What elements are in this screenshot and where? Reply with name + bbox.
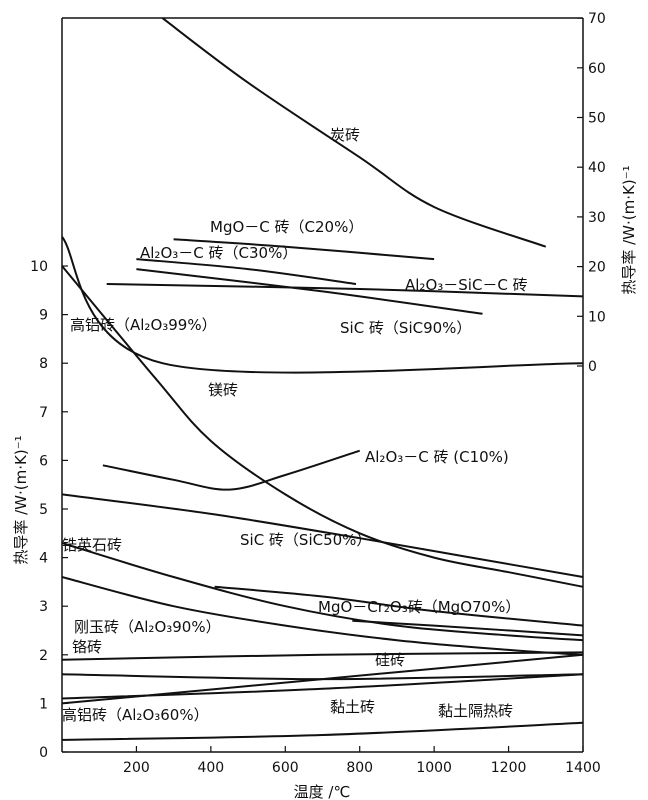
series-line xyxy=(61,673,584,700)
series-line xyxy=(173,238,435,261)
curve-label: 高铝砖（Al₂O₃99%） xyxy=(70,316,217,334)
right-y-tick-label: 10 xyxy=(588,309,606,325)
left-y-tick-label: 4 xyxy=(39,551,48,567)
left-y-tick-label: 6 xyxy=(39,453,48,469)
left-y-tick-label: 5 xyxy=(39,502,48,518)
x-tick-label: 200 xyxy=(123,760,150,776)
left-y-tick-label: 3 xyxy=(39,599,48,615)
x-axis-ticks: 200 400 600 800 1000 1200 1400 xyxy=(123,746,601,776)
curve-label: 硅砖 xyxy=(375,651,405,669)
right-y-axis-ticks: 0 10 20 30 40 50 60 70 xyxy=(577,11,606,375)
curve-label: 镁砖 xyxy=(208,381,238,399)
right-y-tick-label: 40 xyxy=(588,160,606,176)
left-y-tick-label: 1 xyxy=(39,696,48,712)
curve-label: SiC 砖（SiC90%） xyxy=(340,319,471,337)
left-y-tick-label: 0 xyxy=(39,745,48,761)
x-tick-label: 400 xyxy=(197,760,224,776)
series-line xyxy=(61,673,584,681)
x-tick-label: 1000 xyxy=(416,760,452,776)
right-y-tick-label: 30 xyxy=(588,210,606,226)
curve-labels: 炭砖 MgO－C 砖（C20%） Al₂O₃－C 砖（C30%） Al₂O₃－SiC－… xyxy=(62,126,528,724)
plot-frame xyxy=(61,17,584,753)
x-tick-label: 800 xyxy=(346,760,373,776)
curve-label: Al₂O₃－C 砖 (C10%) xyxy=(365,448,509,466)
x-tick-label: 1200 xyxy=(491,760,527,776)
series-line xyxy=(136,258,357,285)
curve-label: 炭砖 xyxy=(330,126,360,144)
right-y-tick-label: 0 xyxy=(588,359,597,375)
x-tick-label: 600 xyxy=(272,760,299,776)
left-y-tick-label: 7 xyxy=(39,405,48,421)
curve-label: 黏土隔热砖 xyxy=(438,702,513,720)
left-y-tick-label: 2 xyxy=(39,648,48,664)
right-y-tick-label: 60 xyxy=(588,61,606,77)
curve-label: SiC 砖（SiC50%） xyxy=(240,531,371,549)
curve-label: 黏土砖 xyxy=(330,698,375,716)
curve-label: Al₂O₃－SiC－C 砖 xyxy=(405,276,528,294)
series-line xyxy=(136,268,483,315)
series-line xyxy=(61,236,584,374)
series-line xyxy=(61,721,584,741)
series-line xyxy=(102,449,361,491)
curve-label: Al₂O₃－C 砖（C30%） xyxy=(140,244,297,262)
curve-label: MgO－C 砖（C20%） xyxy=(210,218,363,236)
series-line xyxy=(61,651,584,661)
series-line xyxy=(161,17,547,248)
series-line xyxy=(61,493,584,578)
series-line xyxy=(61,542,584,642)
right-y-tick-label: 50 xyxy=(588,111,606,127)
curve-label: 铬砖 xyxy=(72,638,102,656)
series-line xyxy=(214,585,584,627)
right-y-tick-label: 20 xyxy=(588,260,606,276)
left-y-tick-label: 10 xyxy=(30,259,48,275)
left-y-tick-label: 8 xyxy=(39,356,48,372)
x-axis-label: 温度 /℃ xyxy=(294,783,351,800)
series-line xyxy=(61,265,584,588)
curve-label: 刚玉砖（Al₂O₃90%） xyxy=(74,618,221,636)
curve-label: 高铝砖（Al₂O₃60%） xyxy=(62,706,209,724)
series-line xyxy=(61,576,584,656)
curve-label: MgO－Cr₂O₃砖（MgO70%） xyxy=(318,598,520,616)
series-curves xyxy=(61,17,584,741)
left-y-axis-label: 热导率 /W·(m·K)⁻¹ xyxy=(12,435,30,564)
series-line xyxy=(352,619,584,637)
curve-label: 锆英石砖 xyxy=(62,536,122,554)
x-tick-label: 1400 xyxy=(565,760,601,776)
series-line xyxy=(106,283,584,298)
left-y-tick-label: 9 xyxy=(39,308,48,324)
right-y-tick-label: 70 xyxy=(588,11,606,27)
right-y-axis-label: 热导率 /W·(m·K)⁻¹ xyxy=(620,165,638,294)
